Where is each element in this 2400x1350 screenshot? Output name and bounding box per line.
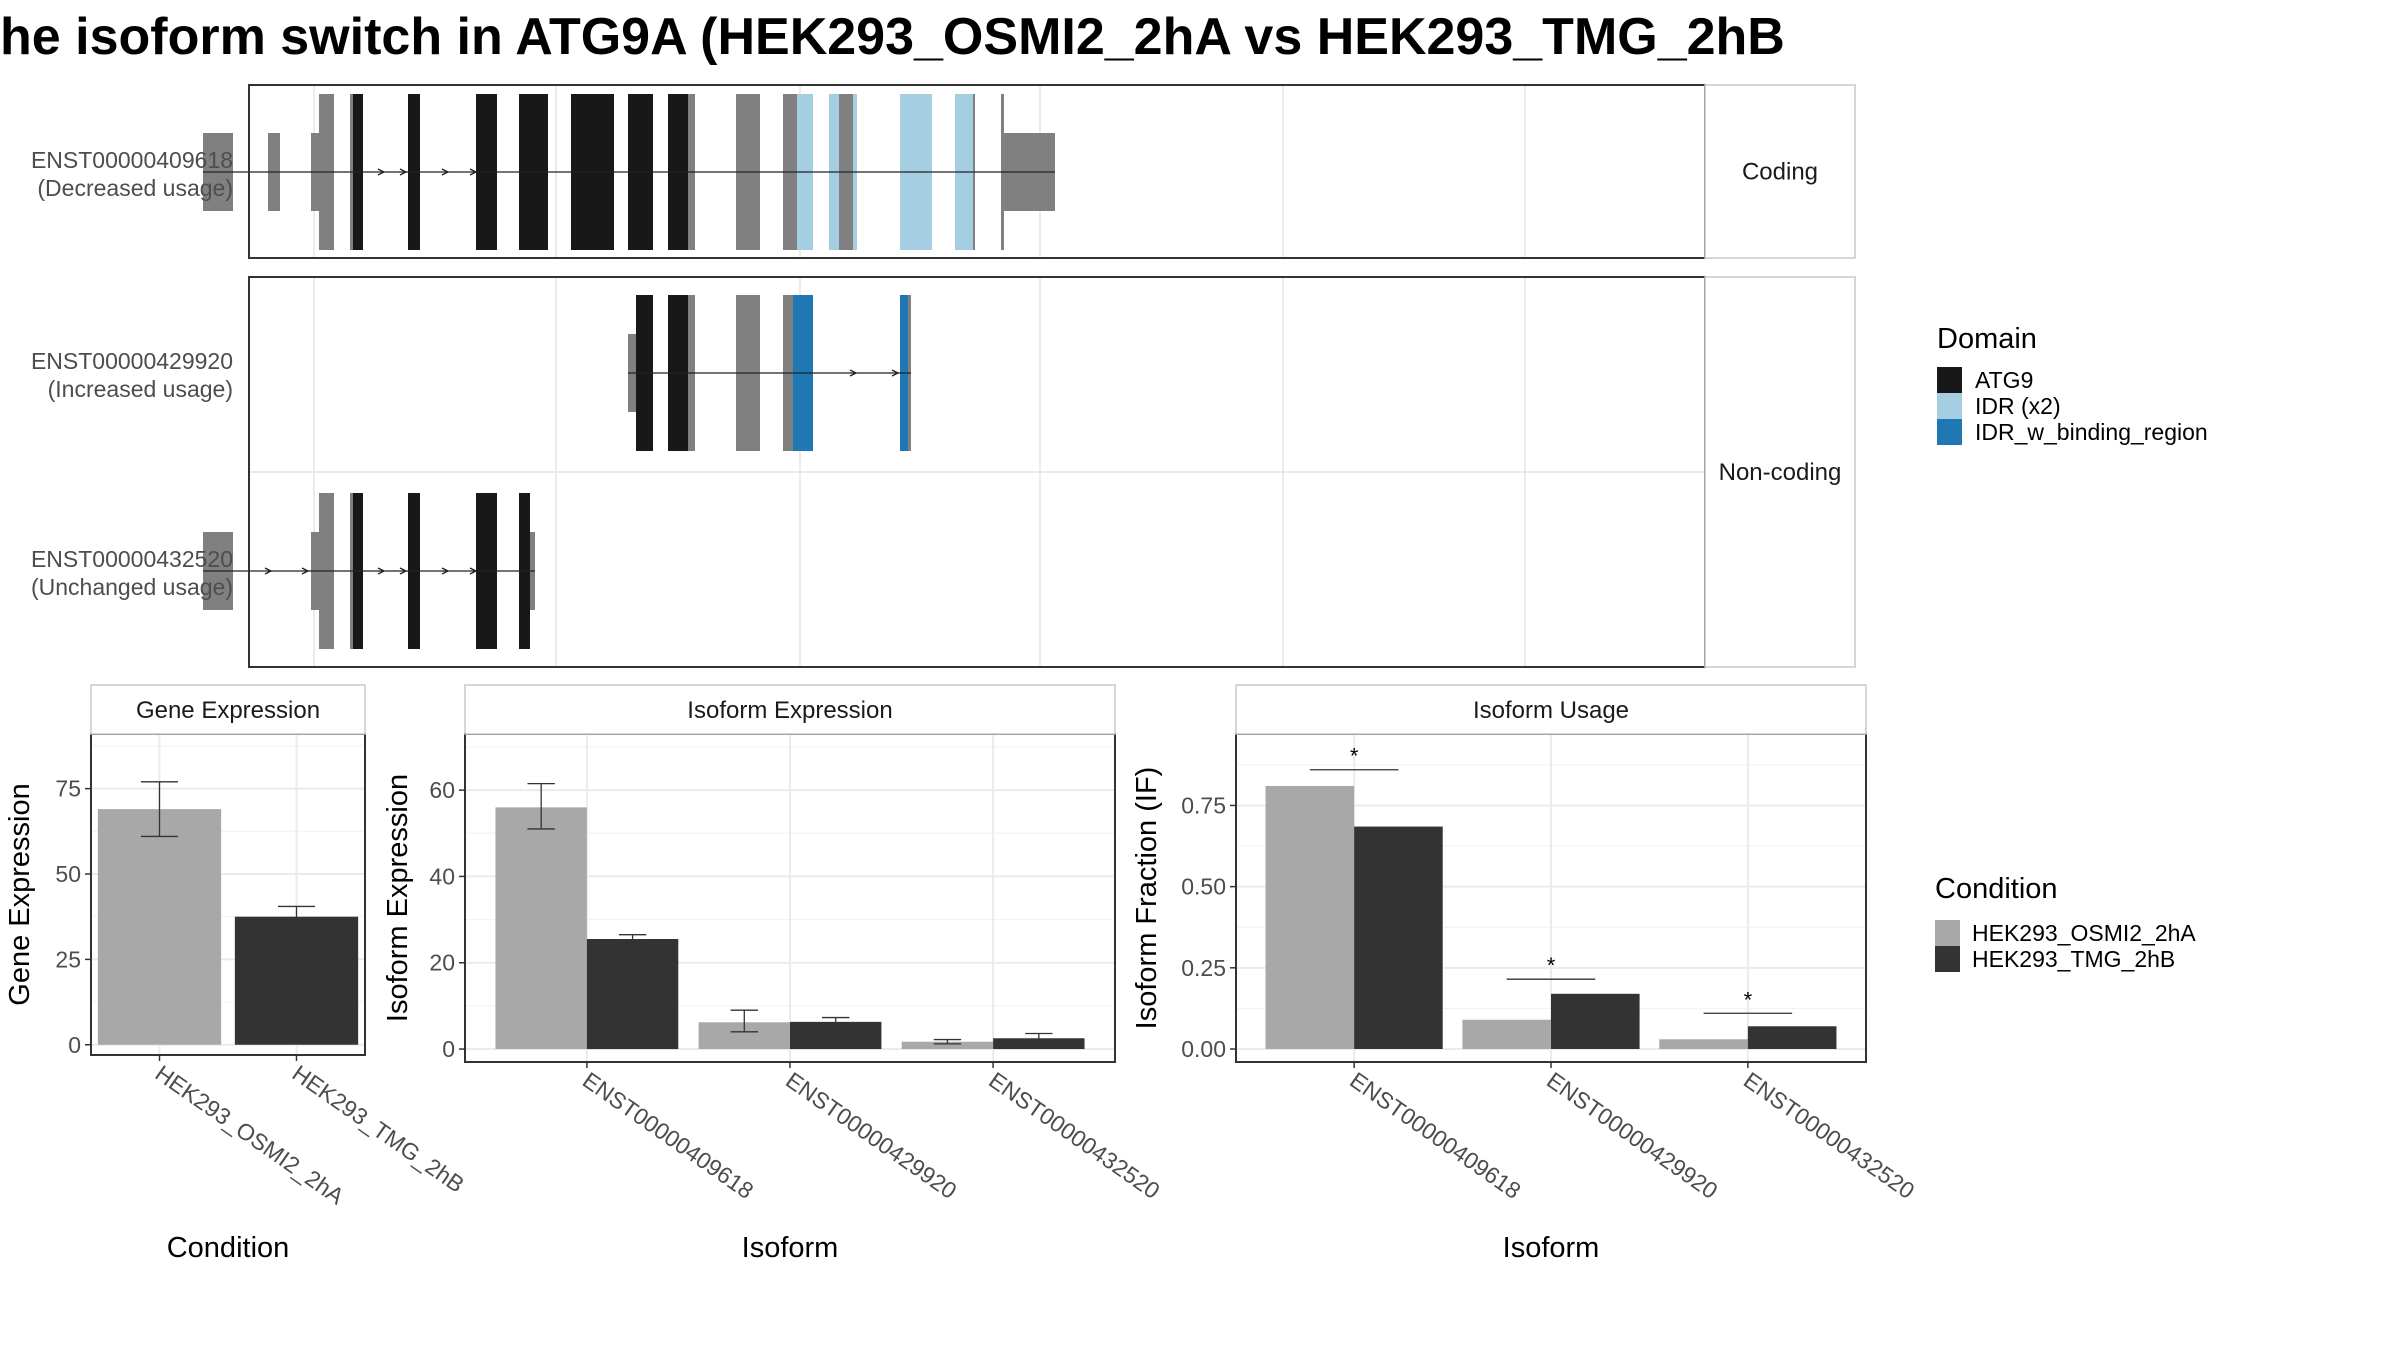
panel-strip [90, 684, 366, 735]
y-tick-label: 0.75 [1181, 792, 1226, 818]
intron-arrow-icon [469, 567, 478, 575]
y-tick-label: 0.50 [1181, 874, 1226, 900]
isoform-label: ENST00000432520 [31, 546, 233, 572]
bar [97, 809, 222, 1045]
x-axis-label: Isoform [1503, 1232, 1600, 1264]
x-axis-label: Condition [167, 1232, 290, 1264]
intron-arrow-icon [849, 369, 858, 377]
intron-arrow-icon [469, 168, 478, 176]
x-tick-label: ENST00000409618 [1345, 1067, 1525, 1204]
isoform-usage-label: (Decreased usage) [37, 175, 233, 201]
domain-legend-label: IDR (x2) [1975, 393, 2061, 419]
y-tick-label: 20 [429, 950, 455, 976]
isoform-expression-panel: Isoform Expression 0 20 40 60 Isoform Express… [382, 684, 1165, 1264]
condition-legend-label: HEK293_TMG_2hB [1972, 946, 2175, 972]
x-tick-label: ENST00000429920 [1542, 1067, 1722, 1204]
domain-legend-title: Domain [1937, 323, 2037, 355]
isoform-label: ENST00000429920 [31, 348, 233, 374]
intron-arrow-icon [399, 567, 408, 575]
bar [586, 939, 679, 1050]
intron-arrow-icon [264, 567, 273, 575]
x-tick-label: ENST00000429920 [781, 1067, 961, 1204]
significance-label: * [1744, 987, 1753, 1012]
panel-strip-title: Isoform Usage [1473, 697, 1629, 724]
isoform-usage-label: (Increased usage) [48, 376, 233, 402]
x-tick-label: ENST00000409618 [578, 1067, 758, 1204]
y-tick-label: 0 [442, 1036, 455, 1062]
bar [1747, 1026, 1837, 1050]
y-tick-label: 25 [55, 946, 81, 972]
x-axis-label: Isoform [742, 1232, 839, 1264]
x-tick-label: ENST00000432520 [984, 1067, 1164, 1204]
condition-legend-key [1935, 920, 1960, 946]
isoform-usage-panel: * * * Isoform Usage 0.00 0.25 0.50 0.75 Isoform … [1131, 684, 1919, 1264]
bar [993, 1038, 1085, 1050]
bar [234, 916, 359, 1045]
isoform-label: ENST00000409618 [31, 147, 233, 173]
y-tick-label: 75 [55, 776, 81, 802]
panel-strip [464, 684, 1116, 735]
significance-label: * [1547, 953, 1556, 978]
intron-arrow-icon [891, 369, 900, 377]
bar [901, 1041, 994, 1050]
y-tick-label: 0 [68, 1032, 81, 1058]
domain-legend-label: IDR_w_binding_region [1975, 419, 2208, 445]
bar [1354, 826, 1443, 1050]
condition-legend-label: HEK293_OSMI2_2hA [1972, 920, 2196, 946]
isoform-usage-label: (Unchanged usage) [31, 574, 233, 600]
y-tick-label: 40 [429, 863, 455, 889]
bar [1265, 785, 1355, 1050]
intron-arrow-icon [441, 567, 450, 575]
panel-strip [1235, 684, 1867, 735]
isoform-structure-plot: ENST00000409618(Decreased usage) Coding EN… [31, 84, 1856, 668]
bar [1462, 1019, 1551, 1050]
figure-title: he isoform switch in ATG9A (HEK293_OSMI2… [0, 8, 1785, 66]
y-axis-label: Isoform Fraction (IF) [1131, 767, 1163, 1030]
condition-legend-key [1935, 946, 1960, 972]
x-tick-label: ENST00000432520 [1739, 1067, 1919, 1204]
y-tick-label: 60 [429, 777, 455, 803]
bar [790, 1021, 882, 1050]
domain-legend-key [1937, 393, 1962, 419]
bar [1551, 993, 1640, 1050]
condition-legend-title: Condition [1935, 873, 2058, 905]
intron-arrow-icon [441, 168, 450, 176]
y-tick-label: 50 [55, 861, 81, 887]
y-tick-label: 0.25 [1181, 955, 1226, 981]
bar [495, 807, 587, 1050]
intron-arrow-icon [301, 567, 310, 575]
facet-strip-label: Coding [1742, 159, 1818, 186]
domain-legend-key [1937, 367, 1962, 393]
bar [1659, 1039, 1748, 1050]
y-tick-label: 0.00 [1181, 1036, 1226, 1062]
domain-legend-label: ATG9 [1975, 367, 2033, 393]
facet-strip [1704, 276, 1856, 668]
y-axis-label: Isoform Expression [382, 774, 414, 1022]
panel-strip-title: Gene Expression [136, 697, 320, 724]
panel-strip-title: Isoform Expression [687, 697, 892, 724]
facet-strip-label: Non-coding [1719, 459, 1842, 486]
significance-label: * [1350, 744, 1359, 769]
y-axis-label: Gene Expression [4, 783, 36, 1005]
intron-arrow-icon [377, 567, 386, 575]
intron-arrow-icon [377, 168, 386, 176]
domain-legend-key [1937, 419, 1962, 445]
facet-strip [1704, 84, 1856, 259]
intron-arrow-icon [399, 168, 408, 176]
